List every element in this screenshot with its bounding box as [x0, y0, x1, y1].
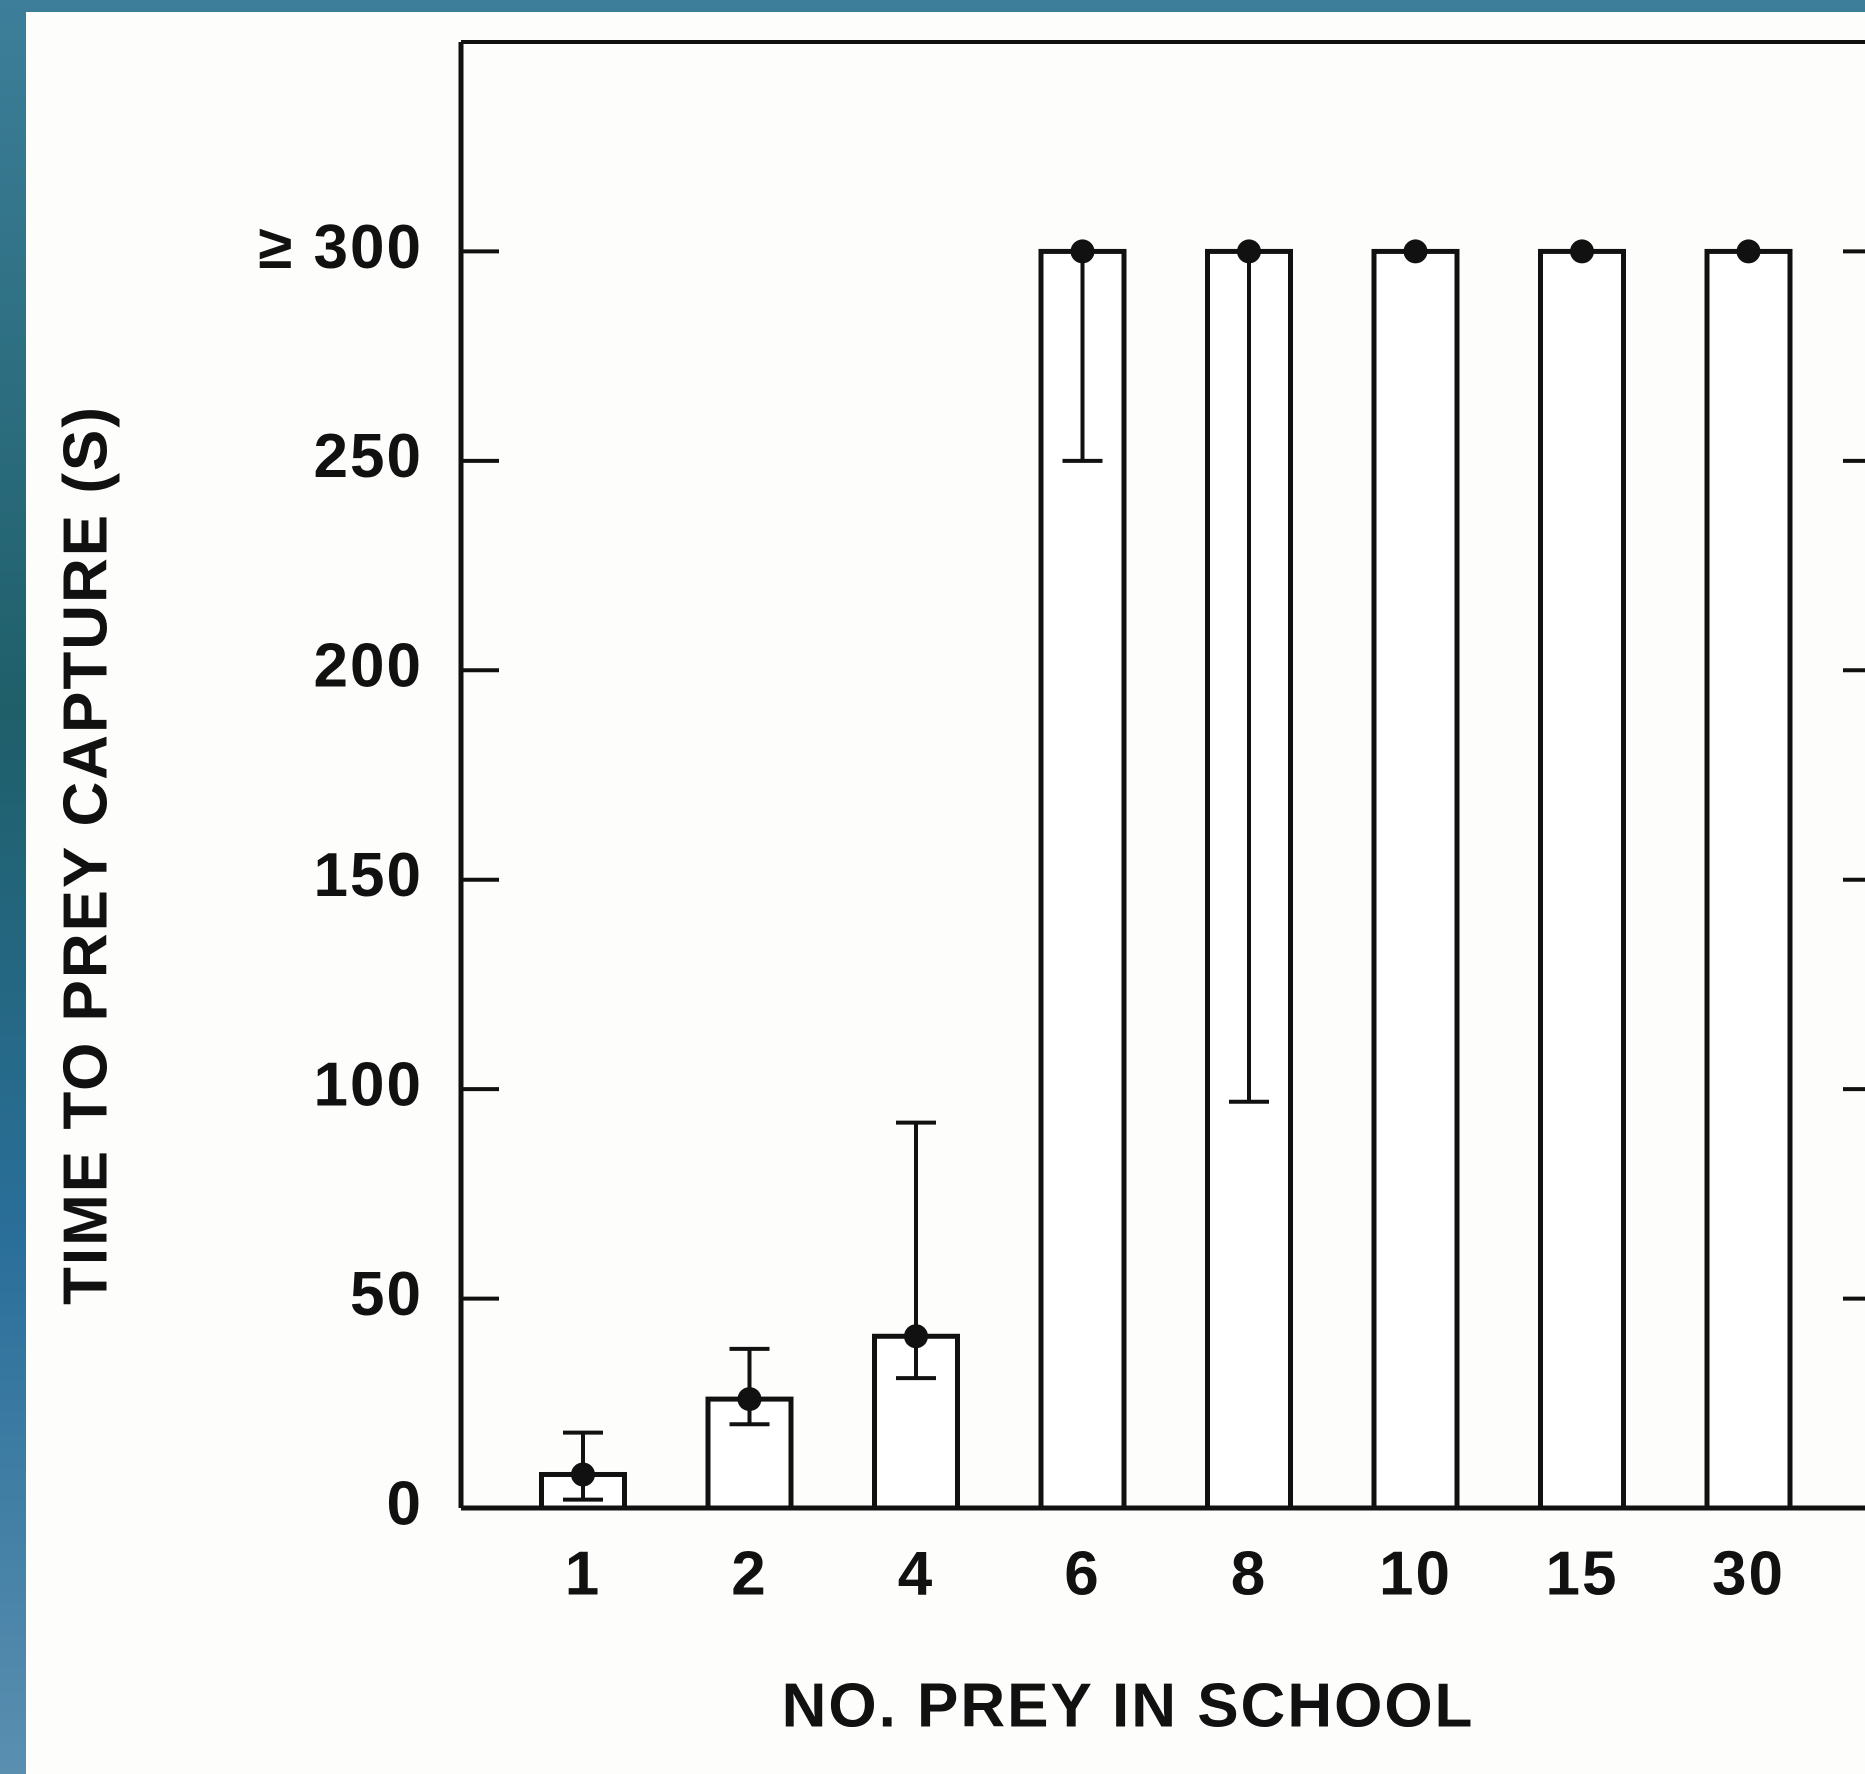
y-tick-label: ≥ 300 — [258, 213, 423, 282]
mean-marker — [1070, 239, 1095, 264]
x-tick-label: 2 — [731, 1539, 767, 1608]
y-tick-label: 200 — [314, 632, 423, 701]
mean-marker — [737, 1387, 762, 1412]
y-tick-label: 100 — [314, 1051, 423, 1120]
y-tick-label: 0 — [387, 1469, 423, 1538]
y-tick-label: 150 — [314, 841, 423, 910]
x-tick-label: 10 — [1379, 1539, 1452, 1608]
error-bar — [729, 1346, 770, 1427]
x-tick-label: 8 — [1231, 1539, 1267, 1608]
mean-marker — [1403, 239, 1428, 264]
bar — [1538, 248, 1626, 1511]
mean-marker — [904, 1324, 928, 1349]
mean-marker — [1736, 239, 1761, 264]
bar — [1371, 248, 1460, 1511]
x-tick-label: 30 — [1712, 1539, 1785, 1608]
error-bar — [1229, 251, 1269, 1104]
mean-marker — [571, 1462, 595, 1487]
error-bar — [1062, 251, 1103, 463]
y-tick-label: 50 — [350, 1260, 423, 1329]
x-tick-label: 6 — [1064, 1539, 1100, 1608]
x-tick-label: 15 — [1546, 1539, 1619, 1608]
mean-marker — [1237, 239, 1261, 264]
x-axis-label: NO. PREY IN SCHOOL — [782, 1671, 1475, 1740]
x-tick-label: 4 — [898, 1539, 934, 1608]
mean-marker — [1570, 239, 1594, 264]
x-tick-label: 1 — [565, 1539, 601, 1608]
bar — [1704, 248, 1793, 1511]
y-axis-label: TIME TO PREY CAPTURE (S) — [51, 405, 120, 1305]
y-tick-label: 250 — [314, 422, 423, 491]
